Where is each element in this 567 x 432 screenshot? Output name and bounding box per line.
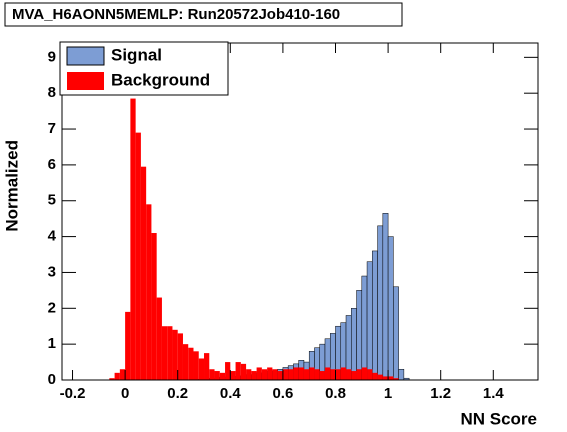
bar	[177, 333, 183, 380]
bar	[324, 367, 331, 380]
x-tick-label: 0	[121, 385, 129, 402]
bar	[298, 367, 304, 380]
bar	[387, 236, 394, 381]
bar	[340, 367, 347, 380]
chart-title: MVA_H6AONN5MEMLP: Run20572Job410-160	[12, 6, 340, 23]
bar	[256, 367, 262, 380]
y-tick-label: 7	[48, 120, 56, 137]
bar	[388, 376, 394, 380]
bar	[240, 363, 247, 380]
bar	[351, 371, 357, 380]
y-tick-label: 1	[48, 335, 56, 352]
bar	[361, 367, 368, 380]
bar	[314, 369, 320, 380]
bar	[393, 286, 399, 381]
bar	[377, 225, 384, 381]
y-tick-label: 4	[48, 228, 57, 245]
bar	[351, 308, 357, 381]
y-tick-label: 0	[48, 371, 56, 388]
bar	[361, 275, 368, 381]
bar	[398, 368, 405, 381]
bar	[156, 297, 162, 380]
x-tick-label: 1	[384, 385, 392, 402]
bar	[219, 372, 226, 380]
x-tick-label: -0.2	[60, 385, 86, 402]
bar	[198, 358, 205, 380]
bar	[309, 367, 315, 380]
bar	[356, 369, 362, 380]
bar	[109, 378, 115, 380]
x-tick-label: 0.8	[325, 385, 346, 402]
bar	[346, 369, 352, 380]
legend-swatch	[67, 72, 104, 90]
legend-label: Background	[111, 70, 210, 89]
y-tick-label: 9	[48, 48, 56, 65]
bar	[209, 369, 215, 380]
bar	[161, 326, 168, 380]
bar	[135, 132, 141, 380]
bar	[125, 311, 131, 380]
bar	[119, 369, 126, 380]
bar	[367, 369, 373, 380]
bar	[114, 372, 120, 380]
bar	[261, 369, 268, 380]
legend-label: Signal	[111, 45, 162, 64]
bar	[204, 353, 210, 380]
y-tick-label: 3	[48, 263, 56, 280]
bar	[356, 290, 363, 381]
bar	[382, 376, 389, 380]
y-tick-label: 5	[48, 192, 56, 209]
bar	[130, 98, 136, 380]
bar	[372, 372, 378, 380]
bar	[277, 371, 283, 380]
bar	[288, 369, 294, 380]
bar	[382, 213, 389, 381]
y-tick-label: 2	[48, 299, 56, 316]
x-tick-label: 1.2	[430, 385, 451, 402]
bar	[366, 261, 373, 381]
bar	[193, 351, 199, 380]
bar	[151, 233, 157, 380]
bar	[188, 347, 194, 380]
y-tick-label: 8	[48, 84, 56, 101]
bar	[214, 371, 220, 380]
bar	[230, 371, 236, 380]
bar	[140, 166, 147, 380]
bar	[267, 367, 273, 380]
bar	[303, 369, 310, 380]
legend-swatch	[66, 46, 105, 66]
bar	[146, 204, 152, 380]
bar	[182, 344, 189, 380]
x-tick-label: 1.4	[483, 385, 505, 402]
plot-frame	[61, 42, 539, 381]
title-box	[4, 2, 403, 27]
bar	[393, 378, 399, 380]
y-tick-label: 6	[48, 156, 56, 173]
bar	[246, 369, 252, 380]
bar	[282, 369, 289, 380]
bar	[293, 367, 299, 380]
y-axis-label: Normalized	[2, 140, 21, 232]
x-axis-label: NN Score	[460, 409, 537, 428]
bar	[225, 362, 231, 380]
bar	[235, 362, 241, 380]
bar	[335, 369, 341, 380]
x-tick-label: 0.6	[272, 385, 293, 402]
bar	[272, 369, 278, 380]
bar	[251, 371, 257, 380]
bar	[330, 369, 336, 380]
bar	[319, 371, 325, 380]
bar	[377, 374, 383, 380]
bar	[167, 326, 173, 380]
x-tick-label: 0.2	[167, 385, 188, 402]
bar	[372, 250, 378, 381]
bar	[172, 329, 178, 380]
x-tick-label: 0.4	[220, 385, 242, 402]
